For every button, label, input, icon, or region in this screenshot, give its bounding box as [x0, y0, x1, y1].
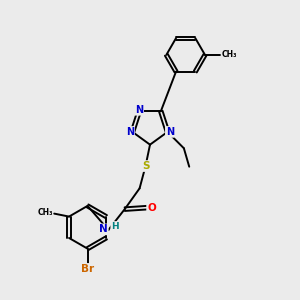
Text: Br: Br: [81, 264, 94, 274]
Text: H: H: [111, 222, 119, 231]
Text: CH₃: CH₃: [221, 50, 237, 59]
Text: S: S: [142, 161, 149, 171]
Text: N: N: [99, 224, 108, 234]
Text: N: N: [166, 127, 174, 137]
Text: CH₃: CH₃: [37, 208, 53, 217]
Text: N: N: [126, 127, 134, 137]
Text: N: N: [135, 105, 143, 115]
Text: O: O: [147, 203, 156, 213]
